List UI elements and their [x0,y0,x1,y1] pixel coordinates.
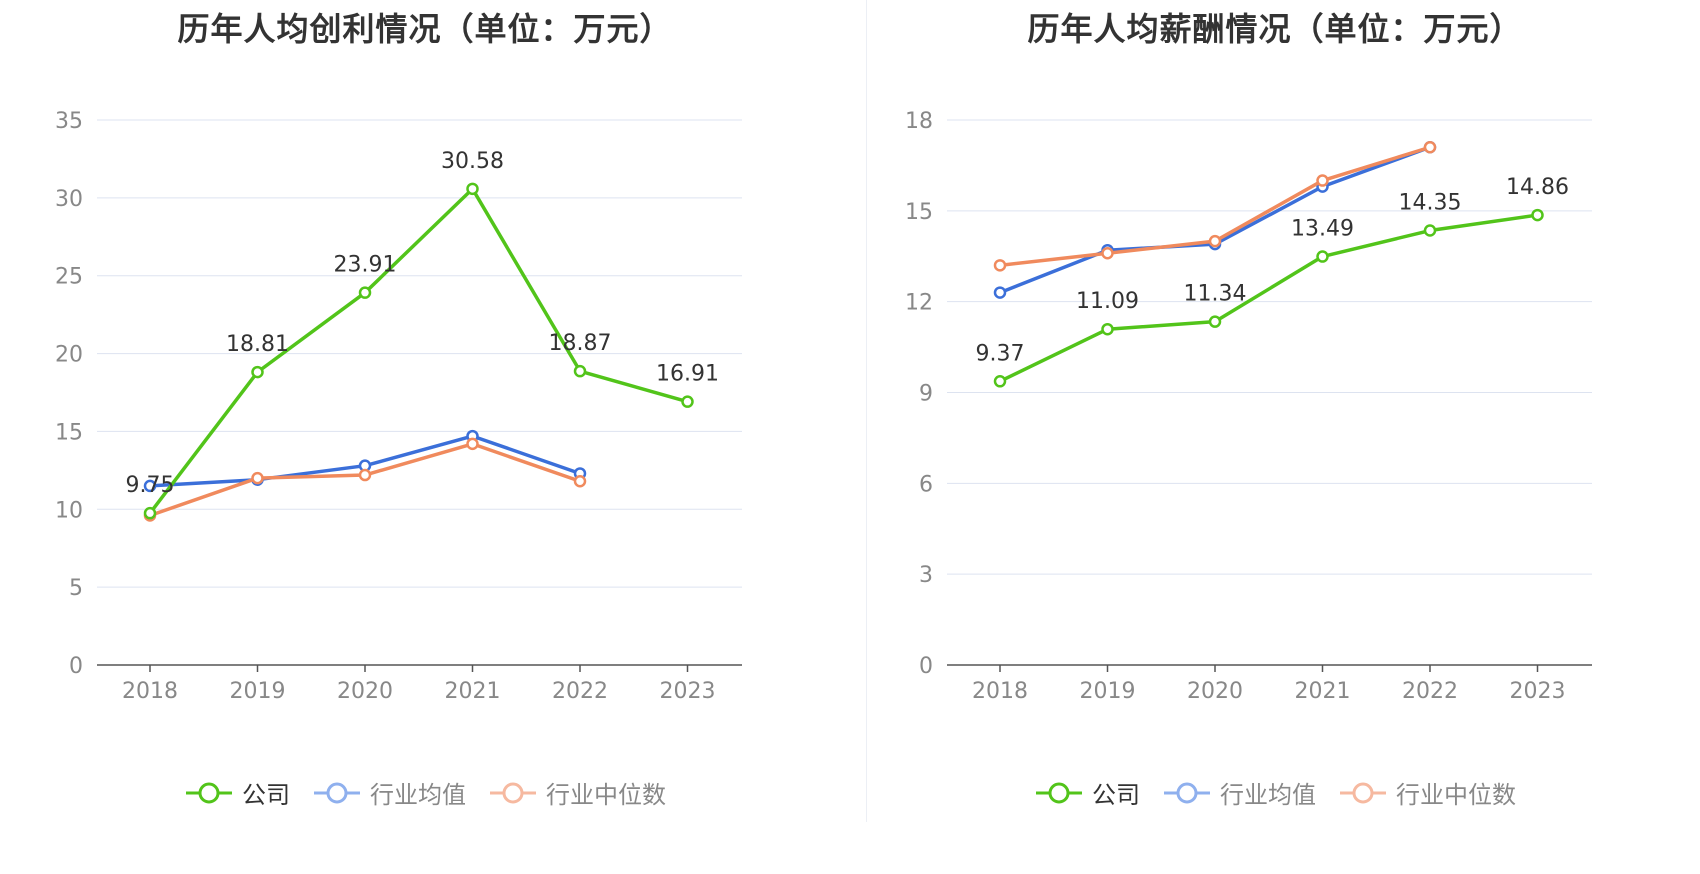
x-tick-label: 2018 [972,679,1028,704]
y-tick-label: 35 [55,109,83,134]
legend-item-industry-median[interactable]: 行业中位数 [488,775,666,810]
data-point [1316,250,1329,263]
legend-label: 行业中位数 [546,781,666,809]
y-tick-label: 18 [905,109,933,134]
data-point [358,468,372,482]
y-tick-label: 12 [905,291,933,316]
series-company [143,182,694,520]
y-tick-label: 30 [55,187,83,212]
legend-item-industry-average[interactable]: 行业均值 [312,775,466,810]
data-point [681,395,694,408]
legend-label: 公司 [1092,781,1140,809]
data-point [143,479,157,493]
chart-title: 历年人均创利情况（单位：万元） [177,10,673,48]
y-tick-label: 15 [55,420,83,445]
y-tick-label: 0 [69,654,83,679]
panel-divider [866,0,867,822]
data-label: 18.81 [226,332,289,357]
gridlines: 0 3 6 9 12 15 18 [905,109,1592,679]
data-point [251,365,264,379]
legend-line-marker-icon [1036,782,1082,803]
data-point [1101,246,1114,260]
legend-line-marker-icon [186,782,232,803]
y-tick-label: 25 [55,265,83,290]
data-label: 18.87 [549,331,612,356]
chart-panel-salary: 历年人均薪酬情况（单位：万元） 0 3 6 9 12 15 18 2018 2019 2020 20… [850,0,1700,874]
legend-line-marker-icon [314,782,360,803]
data-label: 14.35 [1399,191,1462,216]
series-industry-median [143,437,587,522]
data-point [573,364,587,378]
x-tick-label: 2021 [445,679,501,704]
x-tick-label: 2020 [1187,679,1243,704]
x-tick-label: 2020 [337,679,393,704]
y-tick-label: 20 [55,343,83,368]
data-point [143,506,157,520]
line-chart-profit: 0 5 10 15 20 25 30 35 2018 2019 2020 2021 2022 2023 9.… [55,109,742,704]
y-tick-label: 9 [919,382,933,407]
line-chart-salary: 0 3 6 9 12 15 18 2018 2019 2020 2021 2022 2023 9.37 11… [905,109,1592,704]
legend-item-industry-average[interactable]: 行业均值 [1162,775,1316,810]
x-tick-label: 2018 [122,679,178,704]
legend-line-marker-icon [490,782,536,803]
legend-line-marker-icon [1164,782,1210,803]
data-point [1101,322,1114,336]
legend-item-industry-median[interactable]: 行业中位数 [1338,775,1516,810]
data-point [1423,141,1437,154]
data-label: 9.37 [976,341,1025,366]
x-tick-label: 2023 [660,679,716,704]
data-label: 23.91 [334,253,397,278]
data-label: 14.86 [1506,175,1569,200]
series-line [148,187,688,515]
y-tick-label: 15 [905,200,933,225]
data-point [358,286,372,299]
x-tick-label: 2019 [1080,679,1136,704]
x-tick-label: 2021 [1295,679,1351,704]
legend: 公司 行业均值 行业中位数 [850,775,1700,810]
legend-line-marker-icon [1340,782,1386,803]
data-label: 9.75 [126,473,175,498]
x-tick-label: 2022 [1402,679,1458,704]
data-label: 30.58 [441,149,504,174]
data-point [251,471,264,485]
data-point [1316,174,1329,187]
x-tick-label: 2023 [1510,679,1566,704]
data-point [993,286,1007,299]
data-point [1208,315,1222,328]
y-tick-label: 5 [69,576,83,601]
data-point [466,437,479,451]
data-point [1208,234,1222,248]
legend: 公司 行业均值 行业中位数 [0,775,850,810]
legend-label: 公司 [242,781,290,809]
data-point [1531,208,1544,222]
data-label: 11.09 [1076,289,1139,314]
legend-label: 行业中位数 [1396,781,1516,809]
x-tick-label: 2019 [230,679,286,704]
series-line [999,213,1538,383]
y-tick-label: 0 [919,654,933,679]
chart-title: 历年人均薪酬情况（单位：万元） [1027,10,1523,48]
data-point [993,259,1007,272]
data-point [573,475,587,488]
data-point [1423,224,1437,237]
y-tick-label: 6 [919,472,933,497]
data-label: 11.34 [1184,282,1247,307]
legend-item-company[interactable]: 公司 [1034,775,1140,810]
legend-label: 行业均值 [370,781,466,809]
data-point [466,182,479,196]
data-point [993,375,1007,388]
series-industry-median [993,141,1437,272]
chart-panel-profit: 历年人均创利情况（单位：万元） 0 5 10 15 20 25 30 35 2018 2019 20… [0,10,850,810]
series-company [993,208,1544,388]
y-tick-label: 10 [55,498,83,523]
legend-item-company[interactable]: 公司 [184,775,290,810]
x-tick-label: 2022 [552,679,608,704]
gridlines: 0 5 10 15 20 25 30 35 [55,109,742,679]
data-label: 16.91 [656,362,719,387]
legend-label: 行业均值 [1220,781,1316,809]
y-tick-label: 3 [919,563,933,588]
data-label: 13.49 [1291,217,1354,242]
